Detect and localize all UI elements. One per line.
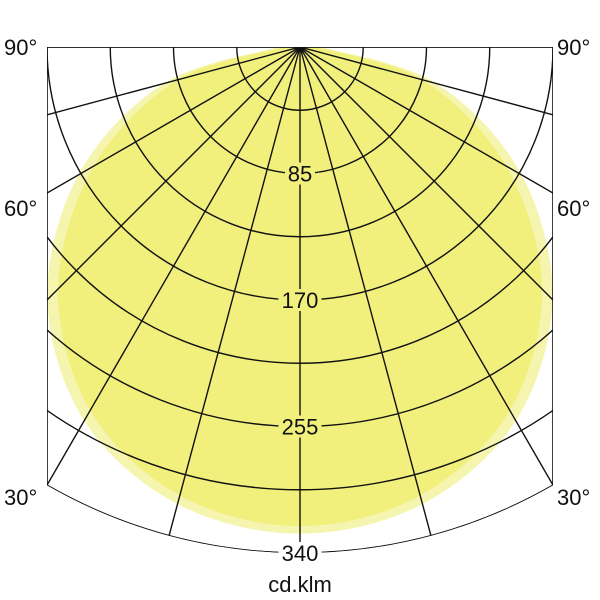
radial-tick-label: 170 xyxy=(282,288,319,313)
angle-label-left: 60° xyxy=(4,196,37,221)
tick-label-bg xyxy=(285,162,315,185)
grid-radial-line xyxy=(299,47,553,194)
radial-tick-label: 340 xyxy=(282,541,319,566)
tick-label-bg xyxy=(278,415,322,438)
angle-label-left: 90° xyxy=(4,35,37,60)
grid-radial-line xyxy=(299,47,553,301)
angle-label-right: 30° xyxy=(557,485,590,510)
angle-label-right: 90° xyxy=(557,35,590,60)
grid-radial-line xyxy=(299,47,553,116)
label-layer: 85 170 255 340 90° 90° 60° 60° 30° 30° xyxy=(4,35,590,566)
tick-label-bg xyxy=(278,289,322,311)
grid-radial-line xyxy=(47,47,301,116)
radial-tick-label: 255 xyxy=(282,415,319,440)
grid-radial-line xyxy=(168,47,301,536)
unit-label: cd.klm xyxy=(268,572,332,597)
grid-radial-line xyxy=(299,47,432,536)
grid-radial-line xyxy=(47,47,301,486)
radial-tick-label: 85 xyxy=(288,162,312,187)
grid-radial-line xyxy=(299,47,553,486)
tick-label-bg xyxy=(278,542,322,564)
angle-label-left: 30° xyxy=(4,485,37,510)
grid-radial-line xyxy=(47,47,301,301)
grid-radial-line xyxy=(47,47,301,194)
angle-label-right: 60° xyxy=(557,196,590,221)
